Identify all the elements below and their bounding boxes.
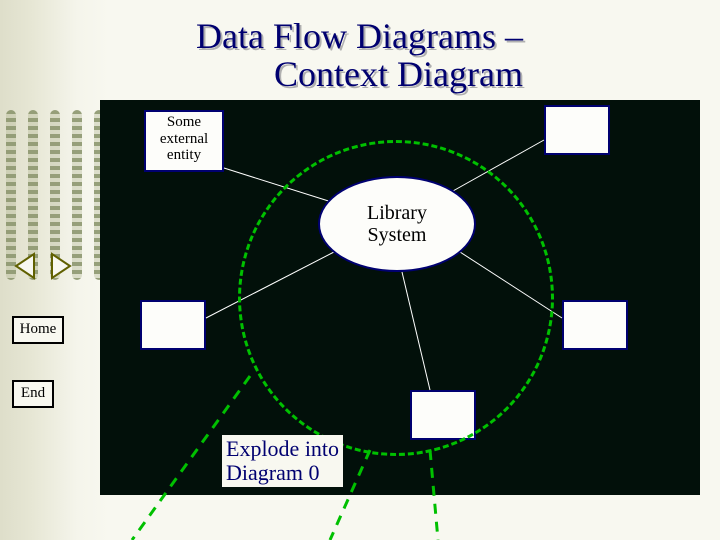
entity-mid-right	[562, 300, 628, 350]
slide-title: Data Flow Diagrams –Context Diagram	[178, 18, 523, 94]
next-arrow-icon[interactable]	[46, 252, 74, 280]
explode-label-line2: Diagram 0	[226, 460, 319, 485]
explode-label-line1: Explode into	[226, 436, 339, 461]
center-process: Library System	[318, 176, 476, 272]
center-process-label-2: System	[368, 224, 427, 246]
end-button[interactable]: End	[12, 380, 54, 408]
nav-arrows	[12, 252, 74, 280]
home-button[interactable]: Home	[12, 316, 64, 344]
entity-mid-left	[140, 300, 206, 350]
entity-top-right	[544, 105, 610, 155]
entity-label: external	[160, 131, 208, 147]
entity-label: Some	[167, 114, 201, 130]
entity-bottom-center	[410, 390, 476, 440]
home-button-label: Home	[20, 321, 57, 337]
center-process-label-1: Library	[367, 202, 427, 224]
end-button-label: End	[21, 385, 45, 401]
explode-label: Explode into Diagram 0	[222, 435, 343, 487]
entity-label: entity	[167, 147, 201, 163]
entity-top-left: Someexternalentity	[144, 110, 224, 172]
slide-stage: Data Flow Diagrams –Context Diagram Data…	[0, 0, 720, 540]
prev-arrow-icon[interactable]	[12, 252, 40, 280]
